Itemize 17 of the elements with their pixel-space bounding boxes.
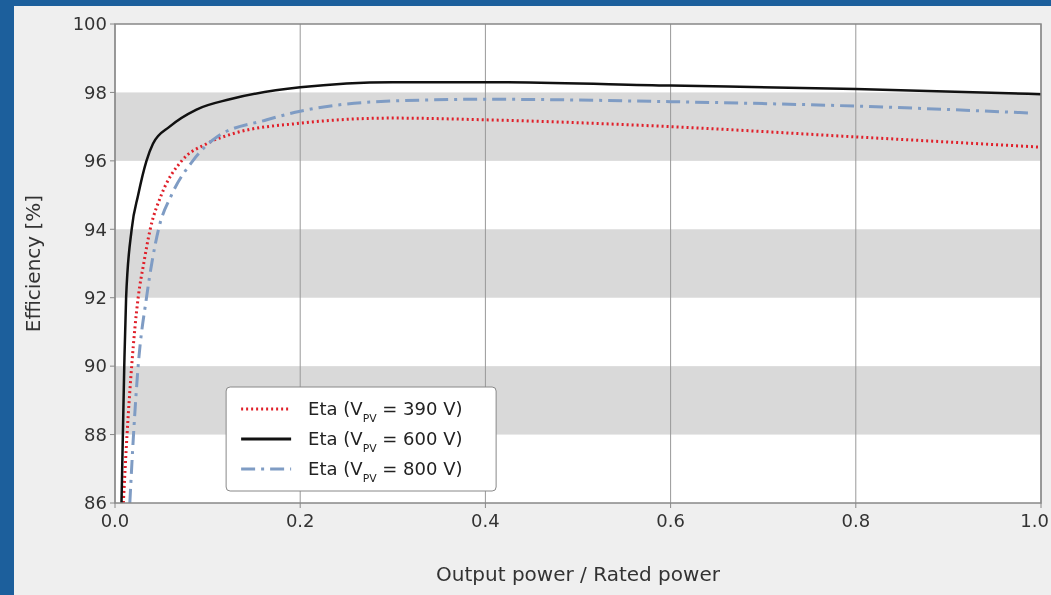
x-tick-label: 0.4 [471, 510, 500, 531]
legend-label: Eta (V$_{PV}$ = 800 V) [308, 458, 463, 485]
y-tick-label: 90 [84, 355, 107, 377]
legend-label: Eta (V$_{PV}$ = 600 V) [308, 428, 463, 455]
x-tick-label: 1.0 [1020, 510, 1049, 531]
y-tick-label: 94 [84, 218, 107, 240]
x-tick-label: 0.8 [841, 510, 871, 531]
y-axis-title: Efficiency [%] [21, 194, 45, 333]
x-axis-title: Output power / Rated power [436, 562, 721, 586]
y-tick-label: 92 [84, 287, 107, 309]
x-tick-label: 0.2 [285, 510, 315, 531]
legend-label: Eta (V$_{PV}$ = 390 V) [308, 398, 463, 425]
x-tick-label: 0.6 [656, 510, 685, 531]
y-tick-label: 98 [84, 81, 107, 103]
y-tick-label: 96 [84, 150, 107, 172]
y-tick-label: 88 [84, 423, 107, 445]
y-tick-label: 100 [72, 13, 107, 35]
